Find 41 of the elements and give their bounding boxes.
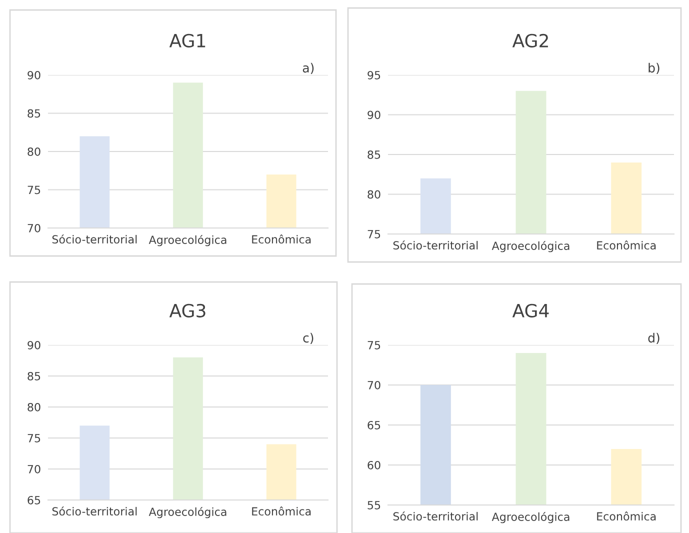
x-tick-label: Agroecológica (492, 240, 570, 252)
y-tick-label: 75 (368, 341, 380, 350)
y-tick-label: 85 (368, 150, 380, 159)
y-tick-label: 70 (28, 464, 40, 474)
x-tick-label: Sócio-territorial (52, 234, 137, 244)
x-tick-label: Econômica (597, 512, 656, 521)
chart-title: AG3 (169, 304, 206, 318)
y-tick-label: 70 (28, 224, 40, 232)
y-tick-label: 85 (28, 372, 40, 380)
chart-title: AG2 (512, 34, 548, 48)
y-tick-label: 65 (368, 420, 380, 430)
x-tick-label: Agroecológica (148, 234, 226, 246)
x-tick-label: Sócio-territorial (52, 506, 137, 516)
x-tick-label: Agroecológica (492, 512, 570, 524)
y-tick-label: 80 (368, 190, 380, 199)
y-tick-label: 95 (368, 70, 380, 80)
y-tick-label: 75 (28, 186, 40, 194)
y-tick-label: 55 (368, 501, 380, 510)
x-tick-label: Sócio-territorial (393, 240, 478, 250)
text: c) (303, 332, 314, 344)
text: b) (648, 62, 660, 74)
x-tick-label: Econômica (252, 506, 311, 516)
y-tick-label: 80 (28, 147, 40, 156)
x-tick-label: Agroecológica (148, 506, 226, 518)
x-tick-label: Sócio-territorial (393, 512, 478, 521)
y-tick-label: 90 (368, 110, 380, 120)
y-tick-label: 85 (28, 109, 40, 118)
x-tick-label: Econômica (597, 240, 656, 250)
y-tick-label: 60 (368, 460, 380, 470)
y-tick-label: 70 (368, 380, 380, 390)
y-tick-label: 90 (28, 70, 40, 80)
chart-title: AG1 (169, 34, 206, 48)
y-tick-label: 75 (28, 434, 40, 442)
x-tick-label: Econômica (252, 234, 311, 244)
y-tick-label: 90 (28, 340, 40, 350)
y-tick-label: 75 (368, 230, 380, 238)
y-tick-label: 80 (28, 402, 40, 412)
y-tick-label: 65 (28, 496, 40, 504)
text: d) (648, 332, 660, 344)
text: a) (302, 62, 314, 74)
chart-title: AG4 (512, 304, 549, 318)
